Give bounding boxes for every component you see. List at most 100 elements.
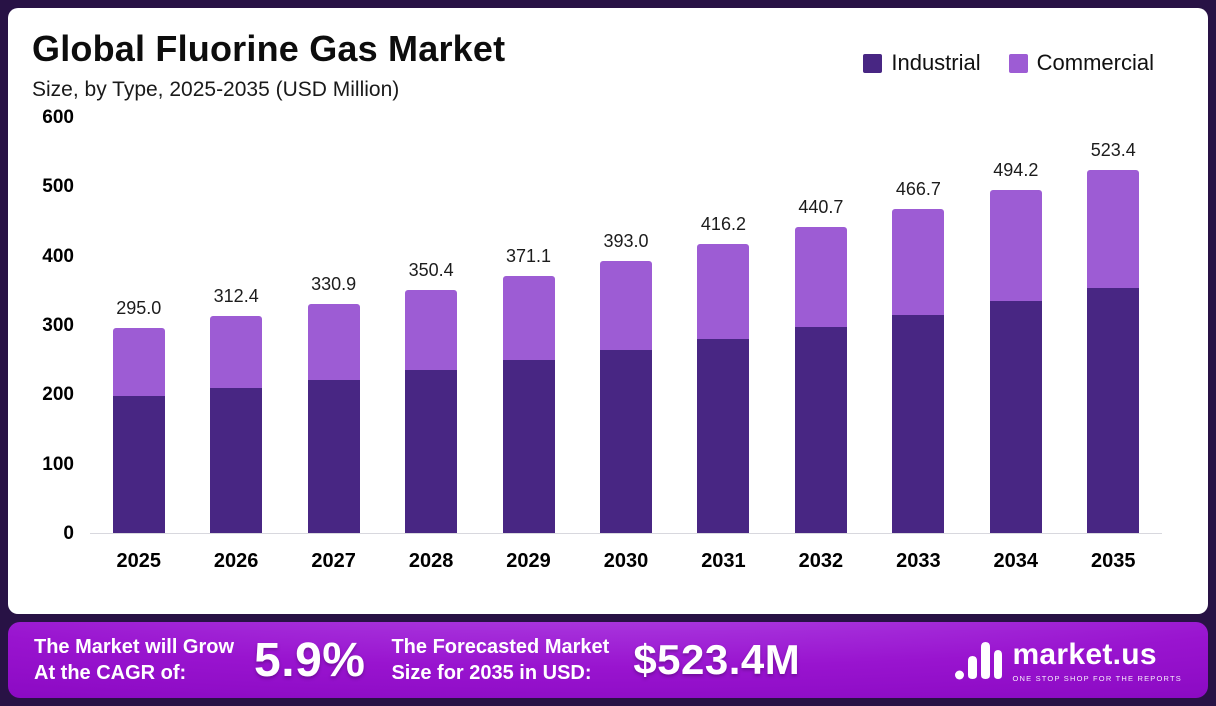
bar-segment-industrial	[1087, 288, 1140, 533]
bar-stack	[307, 303, 360, 533]
plot-area: 295.0 312.4 330.9 350.4 371.1 393.0 416.2 440.7…	[90, 118, 1162, 534]
bar-total-label: 393.0	[603, 230, 649, 251]
legend: Industrial Commercial	[863, 50, 1154, 76]
bar-total-label: 295.0	[116, 298, 162, 319]
bar-segment-industrial	[210, 388, 263, 533]
y-tick-label: 100	[42, 453, 74, 475]
chart-subtitle: Size, by Type, 2025-2035 (USD Million)	[32, 78, 400, 101]
chart-header: Global Fluorine Gas Market Size, by Type…	[32, 28, 1184, 102]
legend-label-industrial: Industrial	[891, 50, 981, 75]
bar-stack	[210, 316, 263, 533]
bar-segment-commercial	[210, 316, 263, 389]
bar-total-label: 466.7	[895, 179, 941, 200]
bar-stack	[112, 328, 165, 533]
bar-total-label: 494.2	[993, 160, 1039, 181]
y-tick-label: 600	[42, 107, 74, 128]
page-title: Global Fluorine Gas Market	[32, 28, 506, 69]
bar-group: 494.2	[967, 118, 1064, 533]
x-tick-label: 2027	[311, 550, 356, 572]
legend-item-industrial: Industrial	[863, 50, 981, 76]
bar-total-label: 330.9	[311, 273, 357, 294]
brand-lockup: market.us ONE STOP SHOP FOR THE REPORTS	[954, 638, 1182, 683]
bar-group: 466.7	[870, 118, 967, 533]
market-us-logo-icon	[954, 639, 1003, 681]
cagr-caption-line1: The Market will Grow	[34, 635, 235, 658]
bar-total-label: 371.1	[506, 245, 552, 266]
x-tick-label: 2031	[701, 550, 746, 572]
title-block: Global Fluorine Gas Market Size, by Type…	[32, 28, 505, 102]
bar-stack	[405, 290, 458, 533]
x-tick-label: 2025	[116, 550, 161, 572]
bar-segment-commercial	[112, 328, 165, 397]
bar-segment-commercial	[794, 227, 847, 328]
x-tick-label: 2034	[993, 550, 1039, 572]
forecast-caption-line1: The Forecasted Market	[391, 635, 610, 658]
bar-stack	[697, 244, 750, 533]
x-tick-label: 2030	[603, 550, 649, 572]
bar-total-label: 523.4	[1090, 140, 1136, 161]
bar-segment-commercial	[989, 190, 1042, 302]
bar-stack	[1087, 170, 1140, 533]
bar-group: 393.0	[577, 118, 674, 533]
bar-stack	[892, 209, 945, 533]
x-tick-label: 2029	[506, 550, 551, 572]
bar-stack	[599, 260, 652, 533]
bar-stack	[794, 227, 847, 533]
brand-text: market.us ONE STOP SHOP FOR THE REPORTS	[1012, 638, 1182, 683]
bar-total-label: 312.4	[213, 286, 259, 307]
plot-column: 295.0 312.4 330.9 350.4 371.1 393.0 416.2 440.7…	[90, 118, 1162, 573]
forecast-value: $523.4M	[633, 636, 801, 683]
chart-area: 0 100 200 300 400 500 600 295.0 312.4 330.9 350.4…	[32, 107, 1184, 573]
bar-segment-industrial	[794, 327, 847, 533]
forecast-caption: The Forecasted Market Size for 2035 in U…	[391, 634, 609, 687]
bar-total-label: 350.4	[408, 260, 454, 281]
bar-group: 440.7	[772, 118, 869, 533]
bar-segment-industrial	[307, 379, 360, 533]
bar-group: 350.4	[382, 118, 479, 533]
bar-segment-industrial	[892, 315, 945, 533]
y-tick-label: 300	[42, 315, 74, 336]
bar-group: 295.0	[90, 118, 187, 533]
cagr-caption-line2: At the CAGR of:	[34, 662, 187, 684]
y-axis: 0 100 200 300 400 500 600	[32, 107, 90, 544]
bar-stack	[502, 275, 555, 533]
bar-segment-industrial	[599, 349, 652, 533]
x-tick-label: 2035	[1091, 550, 1136, 572]
y-tick-label: 500	[42, 176, 74, 198]
bar-segment-industrial	[112, 396, 165, 533]
x-tick-label: 2033	[896, 550, 941, 572]
chart-panel: Global Fluorine Gas Market Size, by Type…	[8, 8, 1208, 614]
bar-segment-commercial	[697, 244, 750, 339]
bar-segment-commercial	[307, 303, 360, 380]
cagr-value: 5.9%	[254, 633, 366, 687]
cagr-caption: The Market will Grow At the CAGR of:	[34, 634, 234, 687]
bar-segment-commercial	[892, 209, 945, 316]
bar-group: 330.9	[285, 118, 382, 533]
y-tick-label: 200	[42, 384, 74, 406]
bar-group: 416.2	[675, 118, 772, 533]
bar-segment-industrial	[697, 338, 750, 533]
bar-total-label: 416.2	[700, 214, 746, 235]
bar-segment-industrial	[502, 360, 555, 533]
brand-tagline: ONE STOP SHOP FOR THE REPORTS	[1012, 673, 1182, 683]
brand-name: market.us	[1012, 637, 1157, 671]
bar-stack	[989, 190, 1042, 533]
x-tick-label: 2028	[408, 550, 454, 572]
y-tick-label: 0	[63, 523, 74, 544]
bar-segment-industrial	[405, 370, 458, 533]
x-tick-label: 2026	[213, 550, 259, 572]
bar-segment-commercial	[599, 260, 652, 350]
y-tick-label: 400	[42, 245, 74, 267]
bar-group: 371.1	[480, 118, 577, 533]
bar-group: 523.4	[1065, 118, 1162, 533]
legend-swatch-industrial	[863, 53, 883, 73]
bar-segment-industrial	[989, 301, 1042, 533]
bar-segment-commercial	[405, 290, 458, 371]
x-tick-label: 2032	[798, 550, 844, 572]
legend-label-commercial: Commercial	[1036, 50, 1154, 75]
x-axis: 2025 2026 2027 2028 2029 2030 2031 2032 2033 2034…	[90, 550, 1162, 573]
bar-total-label: 440.7	[798, 197, 844, 218]
legend-item-commercial: Commercial	[1008, 50, 1154, 76]
forecast-caption-line2: Size for 2035 in USD:	[391, 662, 592, 684]
